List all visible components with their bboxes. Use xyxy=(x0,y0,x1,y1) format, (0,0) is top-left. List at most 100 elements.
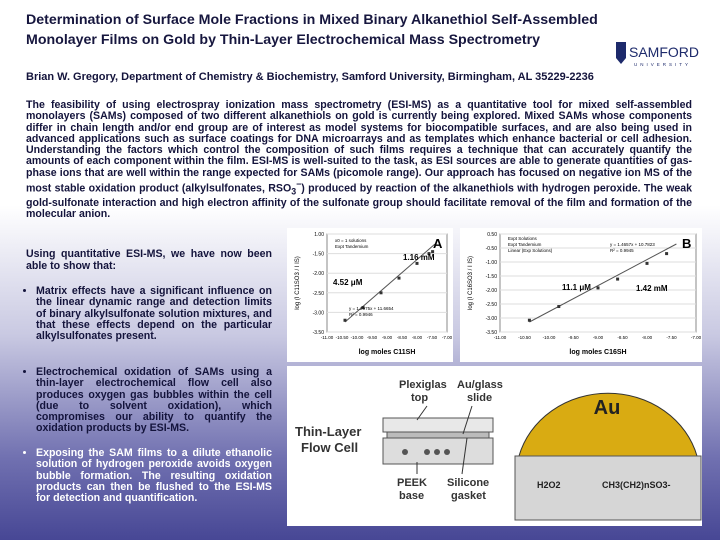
equation: y = 1.4657x + 10.7823 xyxy=(610,242,655,247)
x-tick-label: -9.50 xyxy=(568,335,579,340)
panel-label: B xyxy=(682,236,691,251)
x-tick-label: -9.00 xyxy=(382,335,393,340)
annotation: 1.42 mM xyxy=(636,284,668,293)
title: Determination of Surface Mole Fractions … xyxy=(26,10,598,50)
x-tick-label: -11.00 xyxy=(321,335,334,340)
superscript: − xyxy=(296,179,302,190)
x-tick-label: -10.00 xyxy=(351,335,364,340)
y-tick-label: -3.50 xyxy=(313,330,325,336)
legend-entry: Linear (Exp Solutions) xyxy=(508,248,553,253)
annotation: 11.1 μM xyxy=(562,283,591,292)
logo: SAMFORD UNIVERSITY xyxy=(616,42,699,67)
x-tick-label: -10.50 xyxy=(518,335,531,340)
arrow xyxy=(462,405,473,435)
label: Thin-Layer xyxy=(295,424,361,439)
port xyxy=(434,449,440,455)
logo-sub: UNIVERSITY xyxy=(634,62,691,67)
x-tick-label: -7.50 xyxy=(666,335,677,340)
x-tick-label: -7.00 xyxy=(442,335,453,340)
figure-a: 1.00 -1.50 -2.00 -2.50 -3.00 -3.50 -11.00 -10.5… xyxy=(287,228,453,362)
fit-line xyxy=(529,243,677,323)
annotation: 1.16 mM xyxy=(403,253,435,262)
y-title: log (I C11SO3 / I IS) xyxy=(295,256,301,310)
abstract-text: ) produced by reaction of the alkanethio… xyxy=(26,182,692,221)
title-line: Monolayer Films on Gold by Thin-Layer El… xyxy=(26,32,541,48)
x-tick-label: -7.00 xyxy=(691,335,702,340)
label: top xyxy=(411,392,428,404)
legend-entry: Expt Solutions xyxy=(508,236,538,241)
panel-label: A xyxy=(433,236,443,251)
bullet: Matrix effects have a significant influe… xyxy=(36,285,272,342)
plexiglas xyxy=(382,417,494,433)
point xyxy=(415,261,419,265)
label: Au xyxy=(594,397,621,419)
label: Au/glass xyxy=(457,379,503,391)
label: CH3(CH2)nSO3- xyxy=(602,480,671,490)
y-tick-label: -2.00 xyxy=(486,288,498,294)
y-tick-label: -3.00 xyxy=(486,316,498,322)
x-tick-label: -9.00 xyxy=(593,335,604,340)
label: base xyxy=(399,490,424,502)
logo-text: SAMFORD xyxy=(629,44,699,60)
x-tick-label: -7.50 xyxy=(427,335,438,340)
point xyxy=(616,277,620,281)
y-tick-label: -3.00 xyxy=(313,310,325,316)
point xyxy=(397,276,401,280)
x-title: log moles C16SH xyxy=(569,349,626,356)
point xyxy=(343,318,347,322)
legend-entry: Expt Tandemium xyxy=(335,244,369,249)
fit-line xyxy=(344,243,436,323)
y-tick-label: -1.50 xyxy=(486,274,498,280)
annotation: 4.52 μM xyxy=(333,278,363,287)
bullet: Exposing the SAM films to a dilute ethan… xyxy=(36,447,272,504)
label: Silicone xyxy=(447,477,489,489)
port xyxy=(444,449,450,455)
subscript: 3 xyxy=(291,186,297,197)
flow-cell: Thin-Layer Flow Cell Plexiglas top Au/gl… xyxy=(295,379,702,521)
x-tick-label: -8.50 xyxy=(617,335,628,340)
x-tick-label: -8.00 xyxy=(412,335,423,340)
figure-b: 0.50 -0.50 -1.00 -1.50 -2.00 -2.50 -3.00 -3.50-… xyxy=(460,228,702,362)
equation: y = 1.2975x + 11.6654 xyxy=(349,306,394,311)
point xyxy=(645,261,649,265)
bullet-list: Electrochemical oxidation of SAMs using … xyxy=(24,366,272,435)
x-tick-label: -8.50 xyxy=(397,335,408,340)
label: slide xyxy=(467,392,492,404)
x-title: log moles C11SH xyxy=(359,349,416,356)
title-line: Determination of Surface Mole Fractions … xyxy=(26,12,598,28)
label: PEEK xyxy=(397,477,427,489)
arrow xyxy=(416,405,428,421)
y-tick-label: -2.00 xyxy=(313,271,325,277)
plot: 0.50-0.50-1.00-1.50-2.00-2.50-3.00-3.50-… xyxy=(468,232,702,356)
y-tick-label: -1.00 xyxy=(486,260,498,266)
point xyxy=(527,318,531,322)
x-tick-label: -10.50 xyxy=(336,335,349,340)
y-tick-label: -2.50 xyxy=(313,291,325,297)
plot: 1.00 -1.50 -2.00 -2.50 -3.00 -3.50-11.00 -10.5… xyxy=(295,232,453,356)
abstract: The feasibility of using electrospray io… xyxy=(26,99,692,221)
point xyxy=(427,252,431,256)
intro: Using quantitative ESI-MS, we have now b… xyxy=(26,248,272,272)
label: Plexiglas xyxy=(399,379,447,391)
point xyxy=(557,305,561,309)
y-tick-label: -3.50 xyxy=(486,330,498,336)
arrow xyxy=(461,437,468,475)
y-tick-label: 1.00 xyxy=(314,232,324,238)
x-tick-label: -9.50 xyxy=(367,335,378,340)
y-tick-label: 0.50 xyxy=(487,232,497,238)
port xyxy=(402,449,408,455)
slide xyxy=(386,431,490,439)
label: Flow Cell xyxy=(301,440,358,455)
point xyxy=(431,250,435,254)
equation: R² = 0.9945 xyxy=(610,248,634,253)
y-title: log (I C16SO3 / I IS) xyxy=(468,256,474,310)
legend-entry: x0 = 1 solutions xyxy=(335,238,367,243)
x-tick-label: -10.00 xyxy=(543,335,556,340)
y-tick-label: -1.50 xyxy=(313,252,325,258)
point xyxy=(361,306,365,309)
bullet-list: Exposing the SAM films to a dilute ethan… xyxy=(24,447,272,504)
label: H2O2 xyxy=(537,480,561,490)
label: gasket xyxy=(451,490,486,502)
point xyxy=(379,291,383,295)
logo-shield xyxy=(616,42,626,64)
